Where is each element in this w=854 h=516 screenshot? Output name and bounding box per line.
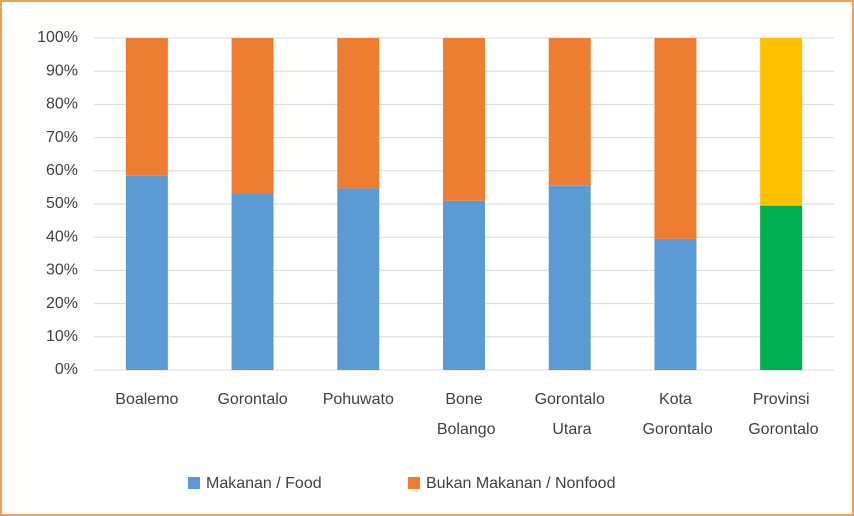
bar-segment — [760, 205, 803, 370]
y-tick-label: 10% — [46, 328, 78, 345]
bar-segment — [760, 38, 803, 206]
y-tick-label: 0% — [55, 361, 78, 378]
x-tick-label: Provinsi Gorontalo — [744, 391, 819, 438]
x-tick-label: Gorontalo Utara — [535, 391, 605, 438]
bar-segment — [125, 38, 168, 176]
y-tick-label: 20% — [46, 295, 78, 312]
bar-segment — [125, 175, 168, 370]
bar-segment — [231, 194, 274, 370]
bar-segment — [337, 38, 380, 189]
legend-label: Makanan / Food — [206, 475, 322, 492]
y-tick-label: 60% — [46, 162, 78, 179]
x-tick-label: Boalemo — [115, 391, 178, 408]
y-tick-label: 90% — [46, 62, 78, 79]
y-tick-label: 50% — [46, 195, 78, 212]
bar-segment — [654, 238, 697, 370]
x-tick-label: Gorontalo — [217, 391, 287, 408]
x-tick-label: Kota Gorontalo — [638, 391, 713, 438]
legend-label: Bukan Makanan / Nonfood — [426, 475, 615, 492]
bar-segment — [443, 38, 485, 201]
bar-segment — [548, 185, 591, 370]
bar-segment — [548, 38, 591, 186]
y-tick-label: 40% — [46, 228, 78, 245]
x-tick-label: Bone Bolango — [432, 391, 495, 438]
legend-swatch — [408, 477, 420, 489]
bar-segment — [337, 188, 380, 370]
y-tick-label: 100% — [37, 29, 78, 46]
y-tick-label: 70% — [46, 129, 78, 146]
bar-segment — [654, 38, 697, 239]
legend-swatch — [188, 477, 200, 489]
bar-segment — [443, 200, 485, 370]
y-tick-label: 30% — [46, 262, 78, 279]
x-tick-label: Pohuwato — [323, 391, 394, 408]
y-tick-label: 80% — [46, 96, 78, 113]
bar-segment — [231, 38, 274, 195]
